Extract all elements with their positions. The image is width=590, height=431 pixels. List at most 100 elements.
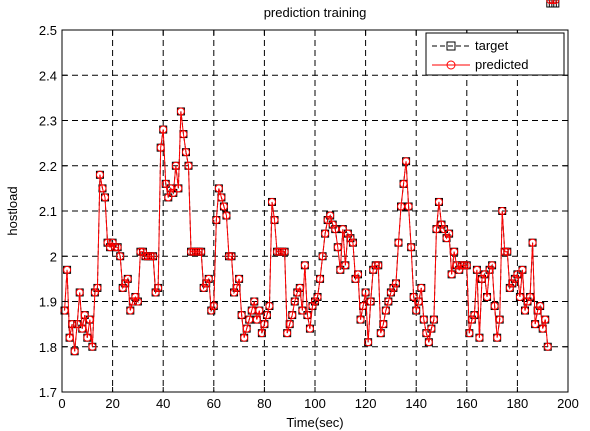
predicted-point	[417, 283, 426, 292]
predicted-point	[73, 320, 82, 329]
predicted-point	[541, 315, 550, 324]
predicted-point	[503, 247, 512, 256]
predicted-point	[230, 288, 239, 297]
predicted-point	[232, 283, 241, 292]
predicted-point	[159, 125, 168, 134]
predicted-point	[414, 297, 423, 306]
predicted-point	[199, 283, 208, 292]
x-tick-label: 80	[257, 396, 271, 411]
predicted-point	[397, 202, 406, 211]
predicted-point	[419, 315, 428, 324]
predicted-point	[151, 288, 160, 297]
predicted-point	[326, 211, 335, 220]
predicted-point	[70, 347, 79, 356]
legend-target-label: target	[475, 38, 509, 53]
predicted-point	[164, 193, 173, 202]
predicted-point	[126, 306, 135, 315]
predicted-point	[472, 265, 481, 274]
predicted-point	[422, 329, 431, 338]
predicted-point	[402, 157, 411, 166]
y-tick-label: 2.2	[39, 159, 57, 174]
predicted-point	[328, 220, 337, 229]
predicted-point	[283, 329, 292, 338]
predicted-point	[470, 311, 479, 320]
predicted-point	[267, 197, 276, 206]
predicted-point	[546, 0, 555, 4]
predicted-point	[227, 252, 236, 261]
predicted-point	[346, 234, 355, 243]
predicted-point	[364, 338, 373, 347]
predicted-point	[427, 324, 436, 333]
x-tick-label: 160	[456, 396, 478, 411]
predicted-point	[409, 292, 418, 301]
predicted-point	[483, 292, 492, 301]
predicted-point	[138, 247, 147, 256]
x-tick-label: 20	[105, 396, 119, 411]
predicted-point	[450, 247, 459, 256]
predicted-point	[518, 265, 527, 274]
predicted-point	[103, 238, 112, 247]
x-tick-label: 200	[557, 396, 579, 411]
predicted-point	[477, 274, 486, 283]
predicted-point	[311, 297, 319, 306]
predicted-point	[80, 311, 89, 320]
predicted-point	[457, 261, 466, 270]
predicted-point	[98, 184, 107, 193]
predicted-point	[460, 261, 469, 270]
predicted-point	[313, 292, 322, 301]
predicted-point	[381, 306, 390, 315]
predicted-point	[455, 265, 464, 274]
predicted-point	[384, 297, 393, 306]
predicted-point	[275, 247, 284, 256]
predicted-point	[197, 247, 206, 256]
predicted-point	[121, 279, 130, 288]
x-tick-label: 60	[207, 396, 221, 411]
predicted-point	[515, 292, 524, 301]
y-tick-label: 1.7	[39, 385, 57, 400]
predicted-point	[442, 234, 451, 243]
predicted-point	[219, 202, 228, 211]
predicted-point	[285, 320, 294, 329]
x-axis-label: Time(sec)	[286, 415, 343, 430]
legend-target-marker	[446, 41, 456, 51]
predicted-point	[252, 315, 261, 324]
predicted-point	[341, 261, 350, 270]
predicted-point	[209, 302, 218, 311]
predicted-point	[432, 225, 441, 234]
predicted-point	[359, 302, 368, 311]
predicted-point	[526, 292, 535, 301]
predicted-point	[116, 252, 125, 261]
predicted-point	[290, 297, 299, 306]
predicted-point	[536, 302, 545, 311]
predicted-point	[156, 143, 165, 152]
predicted-point	[237, 311, 246, 320]
predicted-point	[356, 315, 365, 324]
predicted-point	[338, 225, 347, 234]
predicted-point	[181, 148, 190, 157]
predicted-point	[308, 302, 317, 311]
predicted-point	[480, 270, 489, 279]
predicted-point	[288, 311, 297, 320]
predicted-point	[379, 320, 388, 329]
predicted-point	[179, 130, 188, 139]
predicted-point	[493, 333, 502, 342]
predicted-point	[399, 179, 408, 188]
predicted-point	[371, 261, 380, 270]
series-group	[60, 0, 560, 356]
predicted-point	[303, 311, 312, 320]
predicted-point	[111, 243, 120, 252]
x-tick-label: 40	[156, 396, 170, 411]
predicted-point	[101, 193, 110, 202]
predicted-point	[255, 306, 264, 315]
predicted-point	[194, 247, 203, 256]
predicted-point	[95, 170, 104, 179]
predicted-point	[452, 261, 461, 270]
x-tick-label: 180	[507, 396, 529, 411]
predicted-point	[361, 288, 370, 297]
y-tick-label: 2.1	[39, 204, 57, 219]
predicted-point	[440, 225, 449, 234]
predicted-point	[298, 306, 307, 315]
predicted-point	[214, 184, 223, 193]
y-axis-label: hostload	[5, 186, 20, 235]
predicted-point	[533, 306, 542, 315]
